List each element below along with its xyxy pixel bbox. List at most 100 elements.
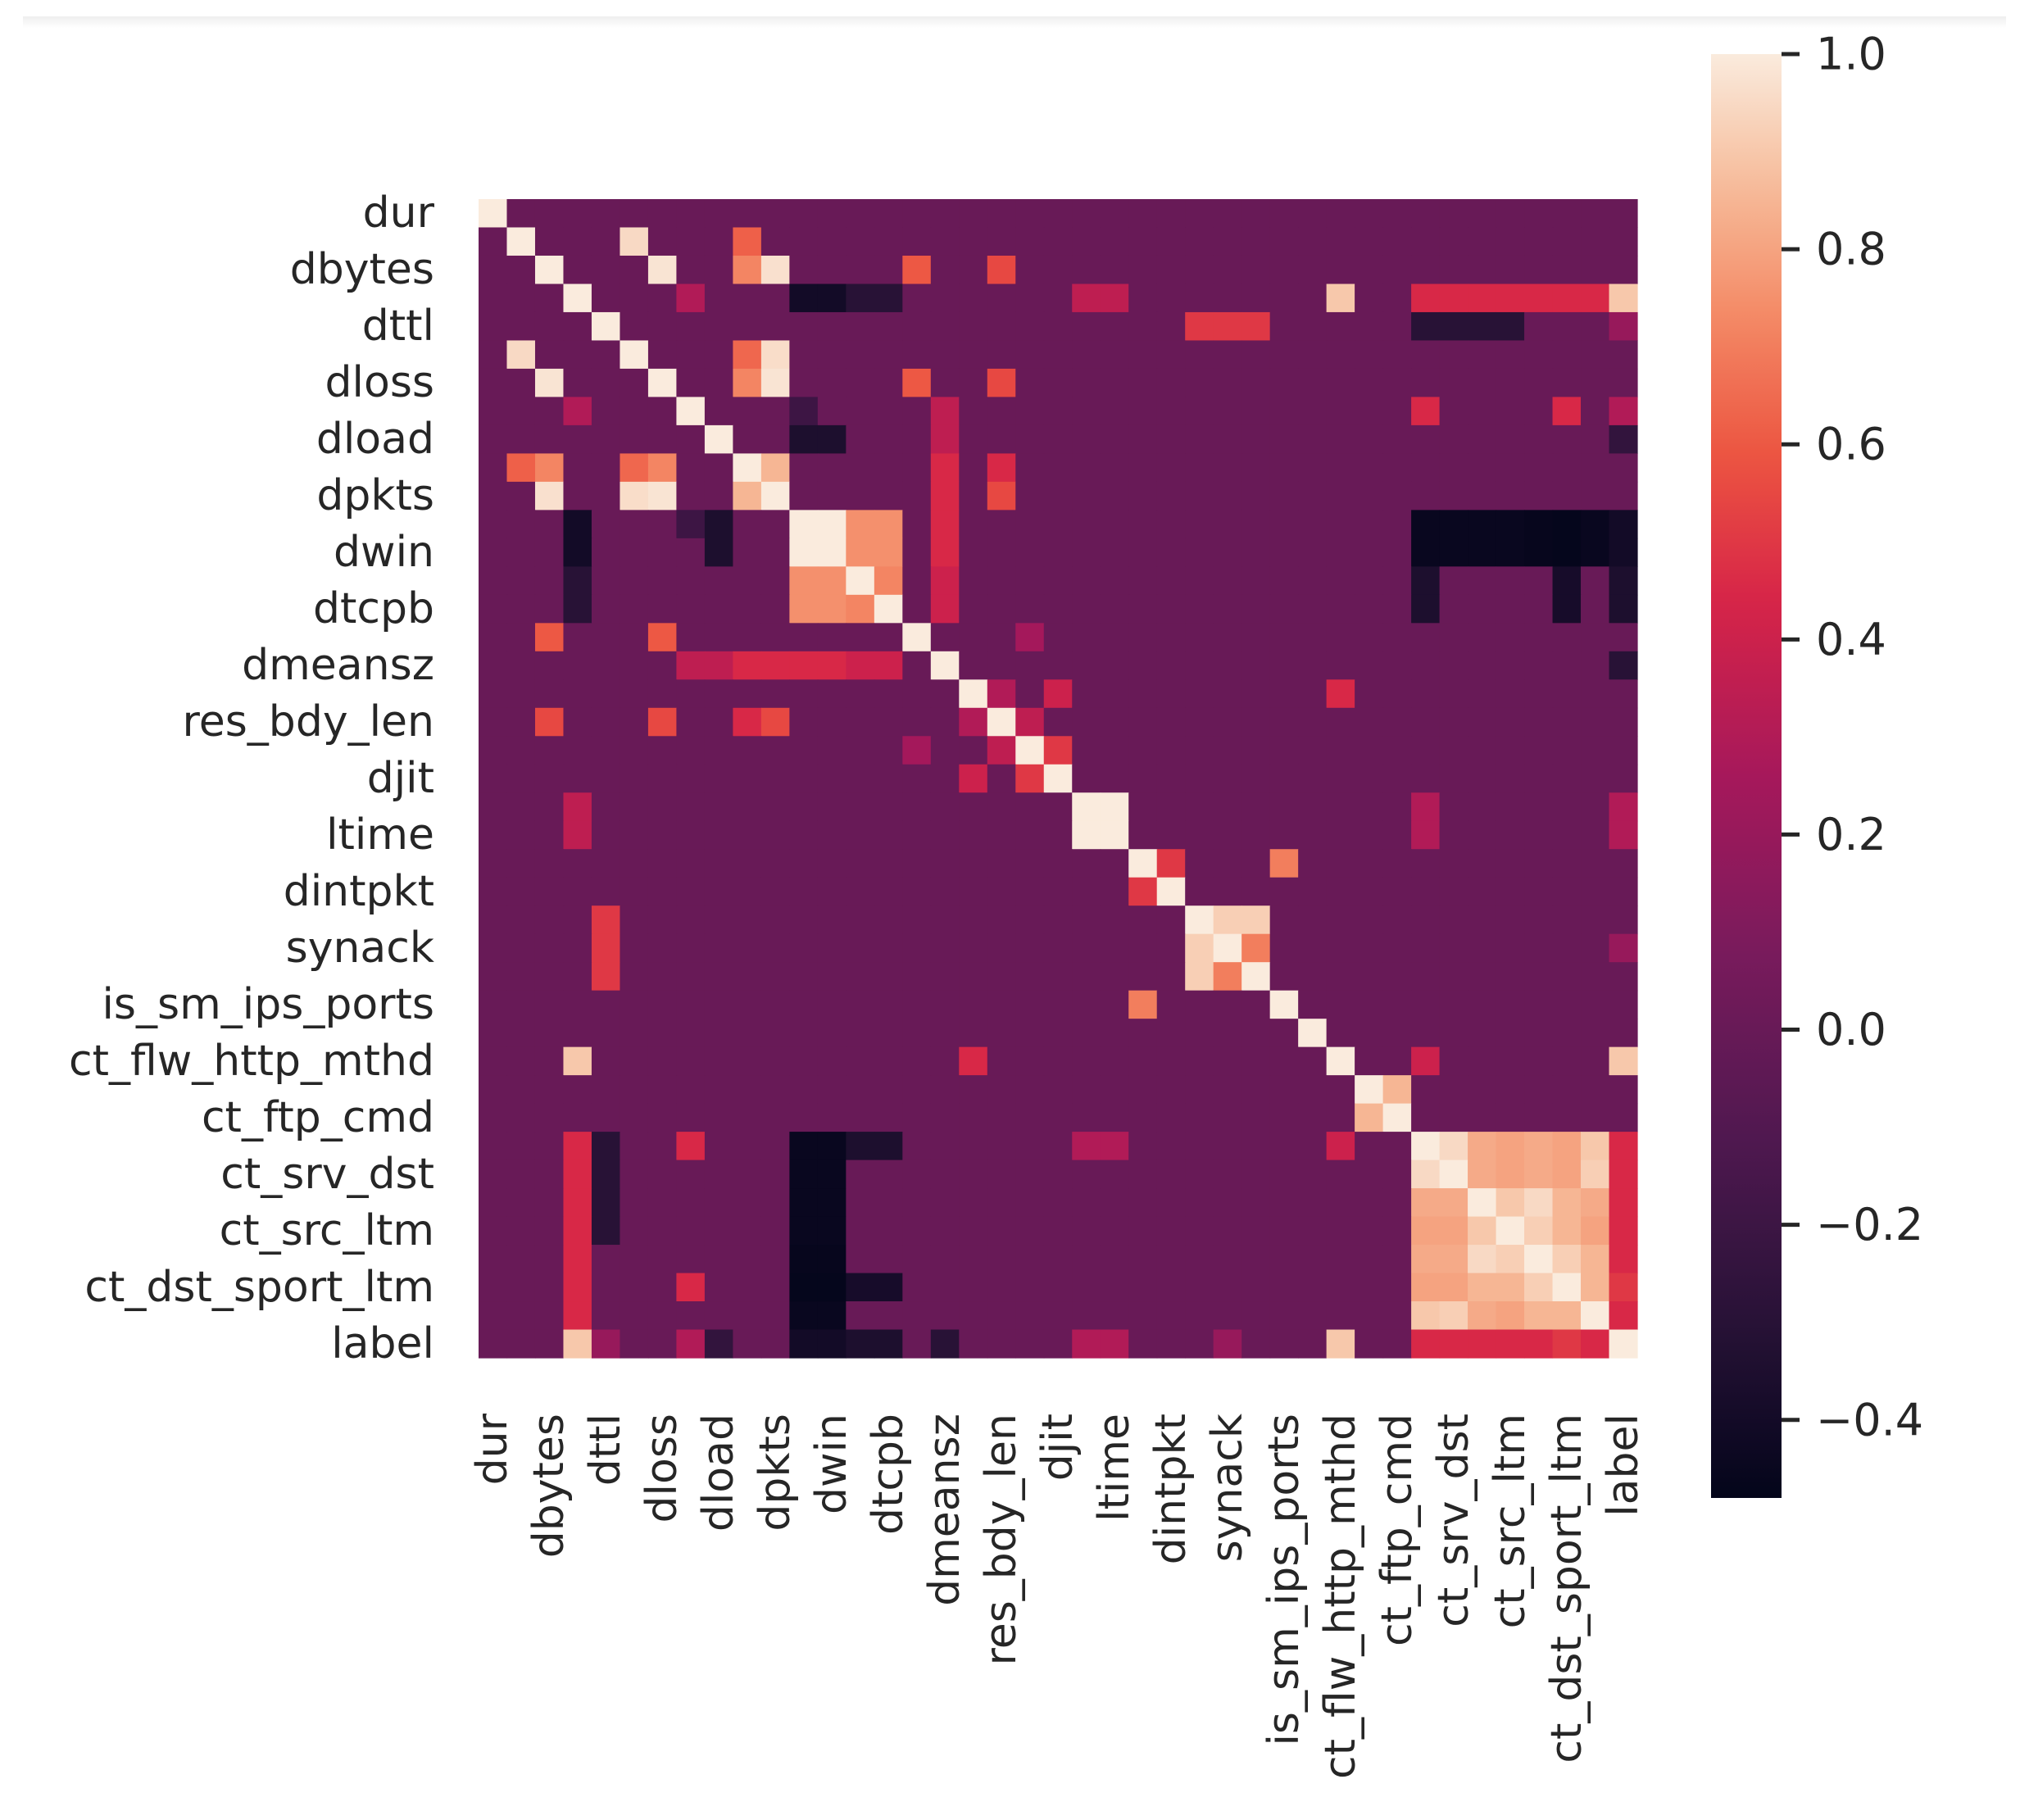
heatmap-cell: [534, 340, 565, 370]
heatmap-cell: [1241, 566, 1271, 596]
heatmap-cell: [1355, 1301, 1384, 1331]
heatmap-cell: [1269, 905, 1299, 935]
heatmap-cell: [1524, 792, 1554, 822]
heatmap-cell: [1072, 1075, 1101, 1105]
heatmap-cell: [959, 566, 988, 596]
heatmap-cell: [1298, 397, 1328, 426]
heatmap-cell: [647, 877, 678, 906]
x-tick-label: label: [1599, 1414, 1648, 1517]
heatmap-cell: [1609, 1329, 1638, 1359]
heatmap-cell: [789, 623, 819, 652]
heatmap-cell: [902, 1245, 932, 1274]
heatmap-cell: [1241, 905, 1271, 935]
heatmap-cell: [1269, 1019, 1299, 1048]
heatmap-cell: [1043, 623, 1073, 652]
heatmap-cell: [563, 707, 592, 737]
heatmap-cell: [1269, 397, 1299, 426]
heatmap-cell: [676, 424, 706, 454]
heatmap-cell: [1072, 340, 1101, 370]
heatmap-cell: [760, 792, 790, 822]
heatmap-cell: [789, 707, 819, 737]
heatmap-cell: [1213, 1103, 1242, 1132]
heatmap-cell: [1156, 284, 1186, 313]
heatmap-cell: [789, 1329, 819, 1359]
heatmap-cell: [1326, 1019, 1355, 1048]
heatmap-cell: [479, 510, 508, 539]
colorbar-ticks: 1.00.80.60.40.20.0−0.2−0.4: [1782, 29, 1923, 1446]
heatmap-cell: [534, 538, 565, 567]
heatmap-cell: [1468, 792, 1497, 822]
heatmap-cell: [1015, 1216, 1045, 1246]
heatmap-cell: [1298, 453, 1328, 483]
heatmap-cell: [1185, 1160, 1214, 1189]
heatmap-cell: [1468, 707, 1497, 737]
heatmap-cell: [817, 510, 847, 539]
heatmap-cell: [1609, 311, 1638, 342]
heatmap-cell: [1015, 1132, 1045, 1161]
heatmap-cell: [1411, 990, 1441, 1019]
heatmap-cell: [874, 764, 903, 793]
heatmap-cell: [1043, 199, 1073, 229]
heatmap-cell: [817, 397, 847, 426]
heatmap-cell: [506, 340, 536, 370]
heatmap-cell: [760, 255, 790, 285]
heatmap-cell: [479, 877, 508, 906]
heatmap-cell: [930, 453, 960, 483]
heatmap-cell: [930, 1075, 960, 1105]
heatmap-cell: [506, 849, 536, 878]
heatmap-cell: [1241, 707, 1271, 737]
heatmap-cell: [1241, 849, 1271, 878]
heatmap-cell: [817, 1329, 847, 1359]
heatmap-cell: [1185, 623, 1214, 652]
heatmap-cell: [1241, 1160, 1271, 1189]
heatmap-cell: [1213, 736, 1242, 765]
heatmap-cell: [1581, 679, 1610, 709]
heatmap-cell: [1128, 849, 1158, 878]
heatmap-cell: [874, 199, 903, 229]
heatmap-cell: [620, 1132, 649, 1161]
heatmap-cell: [902, 453, 932, 483]
heatmap-cell: [1524, 962, 1554, 992]
heatmap-cell: [563, 820, 592, 850]
heatmap-cell: [591, 1103, 621, 1132]
heatmap-cell: [987, 368, 1016, 398]
heatmap-cell: [846, 792, 875, 822]
heatmap-cell: [1128, 199, 1158, 229]
heatmap-cell: [1326, 990, 1355, 1019]
heatmap-cell: [1213, 284, 1242, 313]
heatmap-cell: [1072, 311, 1101, 342]
heatmap-cell: [987, 397, 1016, 426]
heatmap-cell: [1609, 736, 1638, 765]
heatmap-cell: [1439, 1216, 1468, 1246]
heatmap-cell: [506, 962, 536, 992]
heatmap-cell: [1128, 792, 1158, 822]
heatmap-cell: [959, 1019, 988, 1048]
heatmap-cell: [534, 905, 565, 935]
heatmap-cell: [1156, 424, 1186, 454]
heatmap-cell: [1382, 962, 1412, 992]
heatmap-cell: [1496, 1188, 1525, 1218]
heatmap-cell: [1439, 1103, 1468, 1132]
heatmap-cell: [846, 905, 875, 935]
heatmap-cell: [591, 368, 621, 398]
heatmap-cell: [930, 792, 960, 822]
heatmap-cell: [1496, 679, 1525, 709]
heatmap-cell: [1382, 736, 1412, 765]
heatmap-cell: [1072, 453, 1101, 483]
heatmap-cell: [563, 736, 592, 765]
heatmap-cell: [1072, 1301, 1101, 1331]
heatmap-cell: [563, 1019, 592, 1048]
heatmap-cell: [1326, 397, 1355, 426]
heatmap-cell: [987, 990, 1016, 1019]
heatmap-cell: [1298, 933, 1328, 963]
x-tick-label: ct_src_ltm: [1486, 1414, 1535, 1628]
heatmap-cell: [733, 736, 762, 765]
heatmap-cell: [1241, 424, 1271, 454]
heatmap-cell: [479, 1188, 508, 1218]
heatmap-cell: [1552, 397, 1582, 426]
heatmap-cell: [1072, 877, 1101, 906]
heatmap-cell: [930, 311, 960, 342]
heatmap-cell: [1298, 990, 1328, 1019]
heatmap-cell: [1213, 1160, 1242, 1189]
heatmap-cell: [1213, 397, 1242, 426]
